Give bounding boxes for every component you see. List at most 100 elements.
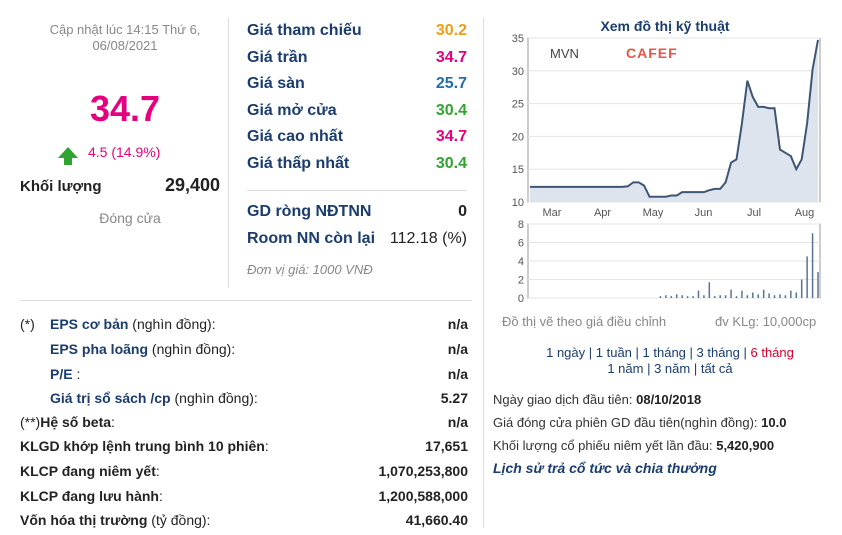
- dividend-history-link[interactable]: Lịch sử trả cổ tức và chia thưởng: [493, 460, 717, 476]
- fundamental-label-note: (nghìn đồng):: [148, 341, 236, 357]
- price-value: 34.7: [435, 128, 467, 145]
- fundamental-label-note: :: [159, 488, 163, 504]
- update-time-line2: 06/08/2021: [92, 38, 158, 53]
- fundamental-value: n/a: [447, 414, 468, 430]
- price-row: Giá cao nhất 34.7: [247, 128, 467, 150]
- chart-title-link[interactable]: Xem đồ thị kỹ thuật: [600, 18, 730, 34]
- y-tick-label: 10: [512, 197, 524, 209]
- y-tick-label: 35: [512, 34, 524, 45]
- first-volume-label: Khối lượng cổ phiếu niêm yết lần đầu:: [493, 438, 713, 453]
- update-time-line1: Cập nhật lúc 14:15 Thứ 6,: [49, 22, 201, 37]
- first-close-row: Giá đóng cửa phiên GD đầu tiên(nghìn đồn…: [493, 415, 786, 430]
- range-option[interactable]: 6 tháng: [750, 345, 794, 360]
- price-change: 4.5 (14.9%): [58, 144, 161, 165]
- price-label: Giá mở cửa: [247, 101, 337, 119]
- y-tick-label: 2: [518, 275, 524, 287]
- arrow-up-icon: [58, 146, 78, 165]
- range-option[interactable]: 1 năm: [607, 361, 644, 376]
- price-value: 34.7: [435, 48, 467, 66]
- foreign-net-label: GD ròng NĐTNN: [247, 203, 372, 220]
- price-row: Giá thấp nhất 30.4: [247, 155, 467, 177]
- fundamental-row: (*) EPS cơ bản (nghìn đồng): n/a: [20, 316, 468, 336]
- fundamental-prefix: (*): [20, 316, 35, 332]
- chart-unit: đv KLg: 10,000cp: [715, 314, 817, 329]
- fundamental-label-main: EPS cơ bản: [50, 316, 129, 332]
- fundamental-label-main: KLCP đang niêm yết: [20, 463, 156, 479]
- fundamental-value: 41,660.40: [405, 512, 468, 528]
- price-label: Giá thấp nhất: [247, 154, 350, 172]
- fundamental-row: KLCP đang niêm yết: 1,070,253,800: [20, 463, 468, 483]
- price-row: Giá tham chiếu 30.2: [247, 22, 467, 44]
- range-option[interactable]: tất cả: [700, 361, 733, 376]
- x-tick-label: May: [643, 207, 664, 219]
- fundamental-value: 1,200,588,000: [378, 488, 468, 504]
- divider: [483, 18, 484, 528]
- foreign-net-row: GD ròng NĐTNN 0: [247, 203, 467, 221]
- volume-value: 29,400: [164, 175, 220, 195]
- fundamental-row: EPS pha loãng (nghìn đồng): n/a: [20, 341, 468, 361]
- update-time: Cập nhật lúc 14:15 Thứ 6, 06/08/2021: [30, 22, 220, 54]
- range-option[interactable]: 1 ngày: [546, 345, 586, 360]
- range-option[interactable]: 1 tuần: [595, 345, 632, 360]
- fundamental-label-note: (tỷ đồng):: [147, 512, 211, 528]
- fundamental-label: Giá trị sổ sách /cp (nghìn đồng):: [20, 390, 258, 410]
- price-row: Giá mở cửa 30.4: [247, 102, 467, 124]
- divider: [247, 190, 467, 191]
- fundamental-row: (**)Hệ số beta: n/a: [20, 414, 468, 434]
- foreign-room-row: Room NN còn lại 112.18 (%): [247, 230, 467, 248]
- price-label: Giá tham chiếu: [247, 22, 362, 39]
- fundamental-label: KLCP đang lưu hành:: [20, 488, 163, 508]
- range-option[interactable]: 3 năm: [654, 361, 691, 376]
- fundamental-row: Giá trị sổ sách /cp (nghìn đồng): 5.27: [20, 390, 468, 410]
- fundamental-row: Vốn hóa thị trường (tỷ đồng): 41,660.40: [20, 512, 468, 532]
- range-selector: 1 ngày | 1 tuần | 1 tháng | 3 tháng | 6 …: [500, 345, 840, 360]
- volume-label: Khối lượng: [20, 178, 102, 195]
- price-chart: 10 15 20 25 30 35 Mar Apr May Jun Jul Aug MVN CAFEF: [512, 34, 821, 219]
- fundamental-value: n/a: [447, 316, 468, 332]
- fundamental-label-note: (nghìn đồng):: [128, 316, 216, 332]
- fundamental-label-main: KLGD khớp lệnh trung bình 10 phiên: [20, 438, 265, 454]
- foreign-room-label: Room NN còn lại: [247, 230, 376, 247]
- price-row: Giá trần 34.7: [247, 49, 467, 71]
- fundamental-value: 5.27: [440, 390, 468, 406]
- price-value: 30.2: [435, 22, 467, 39]
- fundamental-label: KLCP đang niêm yết:: [20, 463, 160, 483]
- range-option[interactable]: 3 tháng: [696, 345, 740, 360]
- fundamental-label-main: Vốn hóa thị trường: [20, 512, 148, 528]
- fundamental-label-note: :: [155, 463, 160, 479]
- foreign-room-value: 112.18 (%): [389, 230, 467, 247]
- fundamental-label-note: :: [264, 438, 269, 454]
- price-change-text: 4.5 (14.9%): [88, 144, 161, 160]
- y-tick-label: 8: [518, 219, 524, 231]
- price-value: 30.4: [435, 101, 467, 119]
- fundamental-label: EPS pha loãng (nghìn đồng):: [20, 341, 235, 361]
- fundamental-label: (*) EPS cơ bản (nghìn đồng):: [20, 316, 216, 336]
- first-trade-row: Ngày giao dịch đầu tiên: 08/10/2018: [493, 392, 701, 407]
- first-volume-row: Khối lượng cổ phiếu niêm yết lần đầu: 5,…: [493, 438, 774, 453]
- y-tick-label: 20: [512, 131, 524, 143]
- divider: [228, 18, 229, 288]
- price-area: [530, 39, 818, 202]
- fundamental-row: P/E : n/a: [20, 366, 468, 386]
- fundamental-row: KLGD khớp lệnh trung bình 10 phiên: 17,65…: [20, 438, 468, 458]
- fundamental-value: 17,651: [425, 438, 468, 454]
- fundamental-label: P/E :: [20, 366, 80, 386]
- range-option[interactable]: 1 tháng: [642, 345, 686, 360]
- fundamental-label-note: (nghìn đồng):: [170, 390, 258, 406]
- y-tick-label: 15: [512, 164, 524, 176]
- x-tick-label: Jun: [695, 207, 713, 219]
- first-close-label: Giá đóng cửa phiên GD đầu tiên(nghìn đồn…: [493, 415, 758, 430]
- chart-note: Đồ thị vẽ theo giá điều chỉnh: [502, 314, 667, 329]
- y-tick-label: 4: [518, 256, 524, 268]
- x-tick-label: Mar: [543, 207, 562, 219]
- range-separator: |: [643, 361, 655, 376]
- fundamental-value: n/a: [447, 341, 468, 357]
- fundamental-label-main: KLCP đang lưu hành: [20, 488, 159, 504]
- price-line: [530, 39, 819, 198]
- price-label: Giá trần: [247, 48, 308, 66]
- price-label: Giá cao nhất: [247, 128, 344, 145]
- range-separator: |: [585, 345, 596, 360]
- divider: [20, 300, 472, 301]
- symbol-label: MVN: [550, 46, 579, 61]
